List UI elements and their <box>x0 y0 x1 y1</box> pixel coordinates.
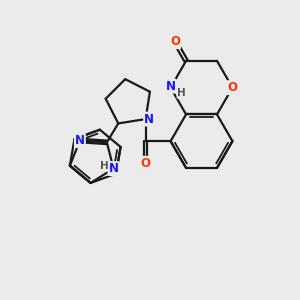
Text: N: N <box>144 112 154 126</box>
Text: O: O <box>141 157 151 170</box>
Text: O: O <box>227 81 237 94</box>
Text: H: H <box>177 88 186 98</box>
Text: N: N <box>166 80 176 93</box>
Text: H: H <box>100 160 109 171</box>
Text: O: O <box>170 35 180 48</box>
Text: N: N <box>109 162 118 175</box>
Text: N: N <box>75 134 85 147</box>
